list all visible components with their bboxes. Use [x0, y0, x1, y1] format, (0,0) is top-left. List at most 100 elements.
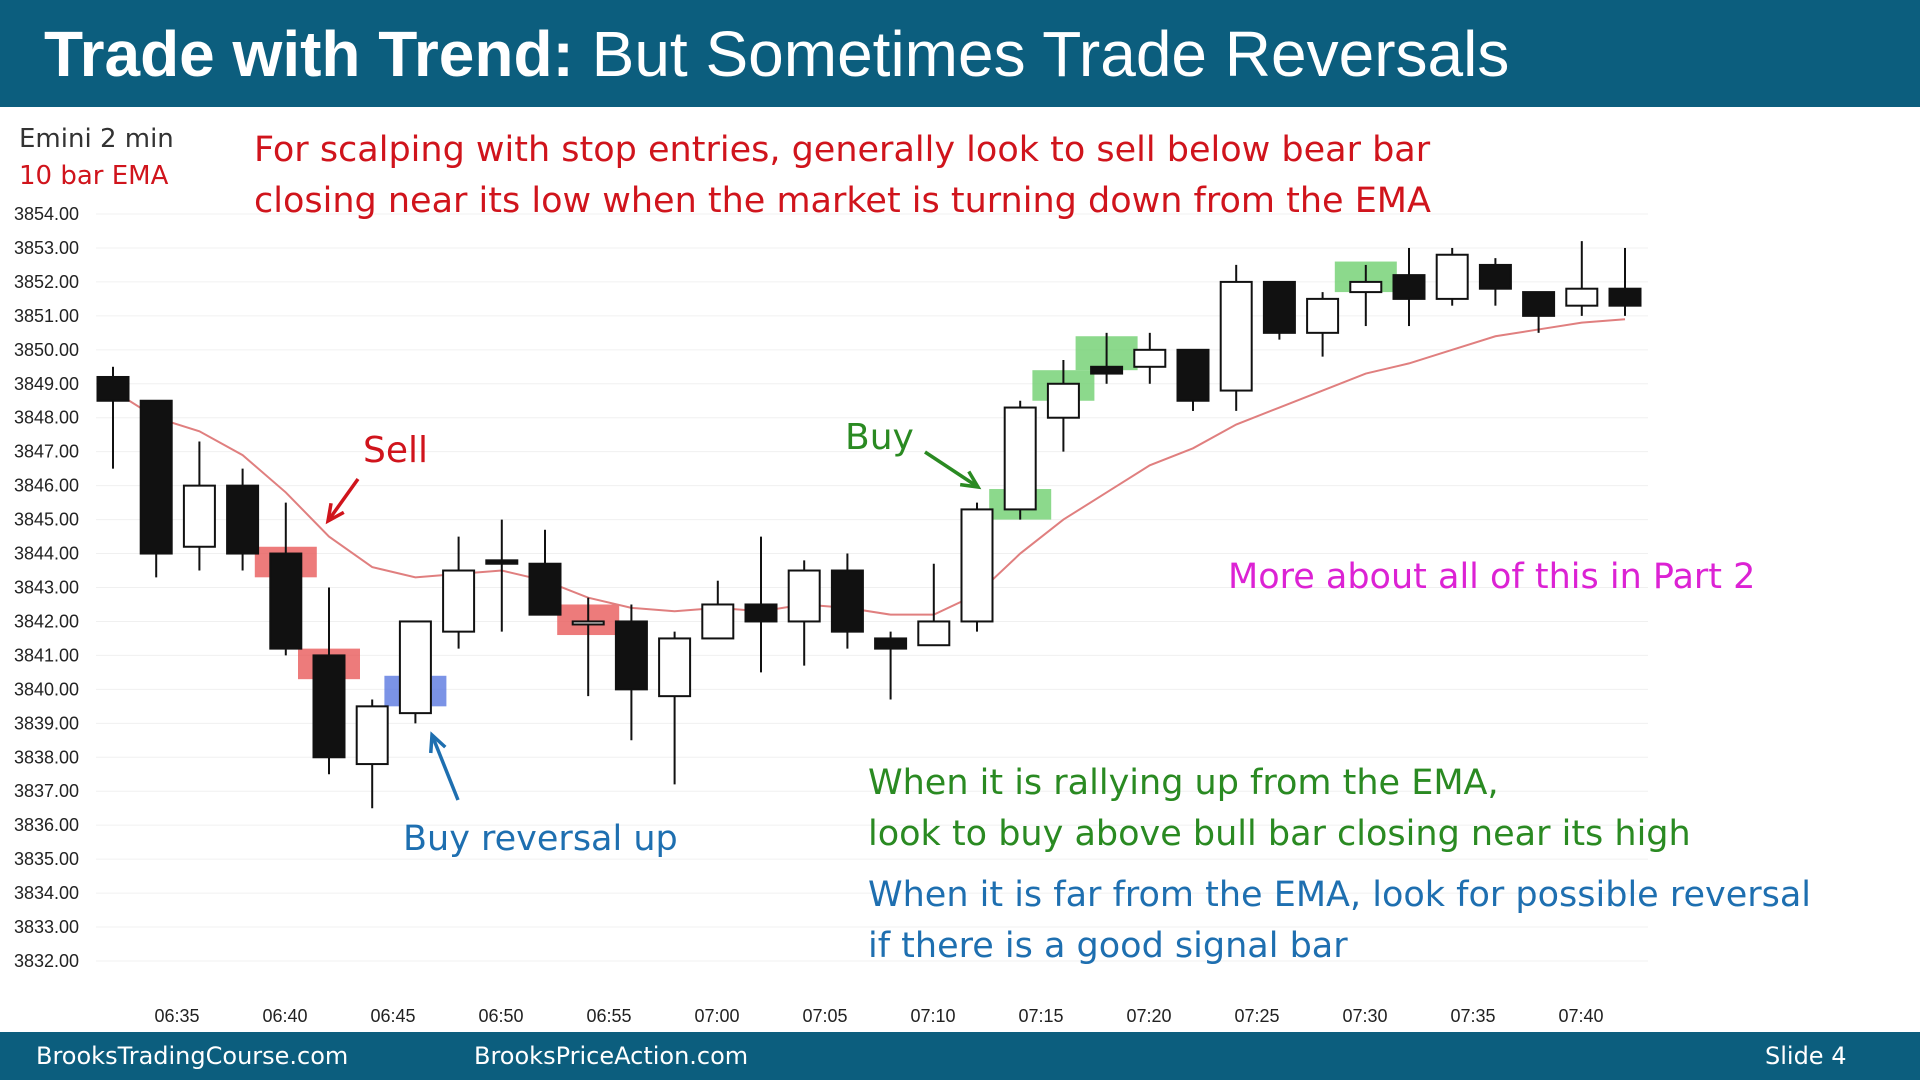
top-note-line1: For scalping with stop entries, generall… [254, 130, 1431, 170]
candle [269, 502, 303, 656]
far-note-line2: if there is a good signal bar [868, 926, 1348, 966]
candles [96, 241, 1642, 809]
y-tick-label: 3852.00 [14, 272, 79, 292]
candle [571, 597, 605, 697]
y-tick-label: 3837.00 [14, 781, 79, 801]
candle [139, 399, 173, 578]
bear-candle-body [874, 637, 908, 650]
candle [1435, 247, 1469, 306]
candle [874, 631, 908, 700]
bear-candle-body [1176, 348, 1210, 402]
x-tick-label: 06:35 [154, 1006, 199, 1026]
part2-note: More about all of this in Part 2 [1228, 557, 1756, 597]
x-axis-ticks: 06:35 06:40 06:45 06:50 06:55 07:00 07:05 07:10… [154, 1006, 1603, 1026]
bull-candle-body [1349, 280, 1383, 294]
candle [658, 631, 692, 785]
y-tick-label: 3838.00 [14, 747, 79, 767]
footer-left-link[interactable]: BrooksTradingCourse.com [36, 1042, 349, 1070]
bull-candle-body [787, 569, 821, 623]
footer-middle-link[interactable]: BrooksPriceAction.com [474, 1042, 749, 1070]
bull-candle-body [1003, 406, 1037, 511]
x-tick-label: 07:40 [1558, 1006, 1603, 1026]
bull-candle-body [658, 637, 692, 698]
x-tick-label: 07:30 [1342, 1006, 1387, 1026]
bear-candle-body [1608, 287, 1642, 307]
x-tick-label: 07:35 [1450, 1006, 1495, 1026]
bull-candle-body [1565, 287, 1599, 307]
y-tick-label: 3854.00 [14, 204, 79, 224]
candle [355, 699, 389, 809]
candle [614, 604, 648, 741]
candle [485, 519, 519, 632]
x-tick-label: 07:05 [802, 1006, 847, 1026]
y-tick-label: 3834.00 [14, 883, 79, 903]
x-tick-label: 06:50 [478, 1006, 523, 1026]
bear-candle-body [139, 399, 173, 555]
x-tick-label: 07:10 [910, 1006, 955, 1026]
y-tick-label: 3845.00 [14, 510, 79, 530]
candle [226, 468, 260, 571]
y-tick-label: 3842.00 [14, 611, 79, 631]
bull-candle-body [571, 620, 605, 626]
buy-arrow [924, 450, 982, 490]
y-tick-label: 3839.00 [14, 713, 79, 733]
slide-title: Trade with Trend: But Sometimes Trade Re… [44, 14, 1509, 94]
bull-candle-body [960, 508, 994, 623]
sell-arrow [325, 477, 360, 525]
candle [1522, 291, 1556, 333]
candle [1090, 332, 1124, 384]
candle [1392, 247, 1426, 327]
x-tick-label: 06:40 [262, 1006, 307, 1026]
bear-candle-body [528, 562, 562, 616]
bear-candle-body [1522, 291, 1556, 317]
bear-candle-body [269, 552, 303, 650]
candle [442, 536, 476, 649]
candle [1349, 264, 1383, 327]
y-tick-label: 3843.00 [14, 578, 79, 598]
bull-candle-body [1306, 297, 1340, 334]
candle [1478, 258, 1512, 306]
sell-label: Sell [363, 430, 429, 471]
rally-note-line2: look to buy above bull bar closing near … [868, 814, 1691, 854]
annotation-arrows [325, 450, 982, 801]
bear-candle-body [485, 559, 519, 565]
candle [528, 529, 562, 616]
buy-reversal-label: Buy reversal up [403, 819, 678, 859]
bull-candle-body [398, 620, 432, 715]
bear-candle-body [744, 603, 778, 623]
bear-candle-body [1262, 280, 1296, 334]
ema-label: 10 bar EMA [19, 161, 169, 191]
bull-candle-body [442, 569, 476, 633]
y-tick-label: 3841.00 [14, 645, 79, 665]
candle [1046, 360, 1080, 452]
y-tick-label: 3846.00 [14, 476, 79, 496]
y-tick-label: 3833.00 [14, 917, 79, 937]
bull-candle-body [1133, 348, 1167, 368]
candle [701, 580, 735, 640]
instrument-label: Emini 2 min [19, 124, 174, 154]
slide-number: Slide 4 [1765, 1042, 1847, 1070]
y-axis-ticks: 3854.00 3853.00 3852.00 3851.00 3850.00 3849.… [14, 204, 79, 971]
bear-candle-body [1478, 263, 1512, 290]
bear-candle-body [1392, 274, 1426, 300]
candle [787, 560, 821, 666]
candle [398, 620, 432, 724]
y-tick-label: 3849.00 [14, 374, 79, 394]
bull-candle-body [917, 620, 951, 647]
slide-header: Trade with Trend: But Sometimes Trade Re… [0, 0, 1920, 107]
x-tick-label: 06:45 [370, 1006, 415, 1026]
y-tick-label: 3832.00 [14, 951, 79, 971]
bear-candle-body [1090, 365, 1124, 375]
candle [744, 536, 778, 673]
rally-note-line1: When it is rallying up from the EMA, [868, 763, 1499, 803]
candle [1306, 292, 1340, 357]
x-tick-label: 06:55 [586, 1006, 631, 1026]
buy-label: Buy [845, 417, 914, 458]
y-tick-label: 3848.00 [14, 408, 79, 428]
candle [1565, 241, 1599, 316]
bear-candle-body [226, 484, 260, 555]
top-note-line2: closing near its low when the market is … [254, 181, 1431, 221]
ema-line [112, 318, 1626, 616]
candle [1262, 280, 1296, 340]
candle [1219, 264, 1253, 411]
